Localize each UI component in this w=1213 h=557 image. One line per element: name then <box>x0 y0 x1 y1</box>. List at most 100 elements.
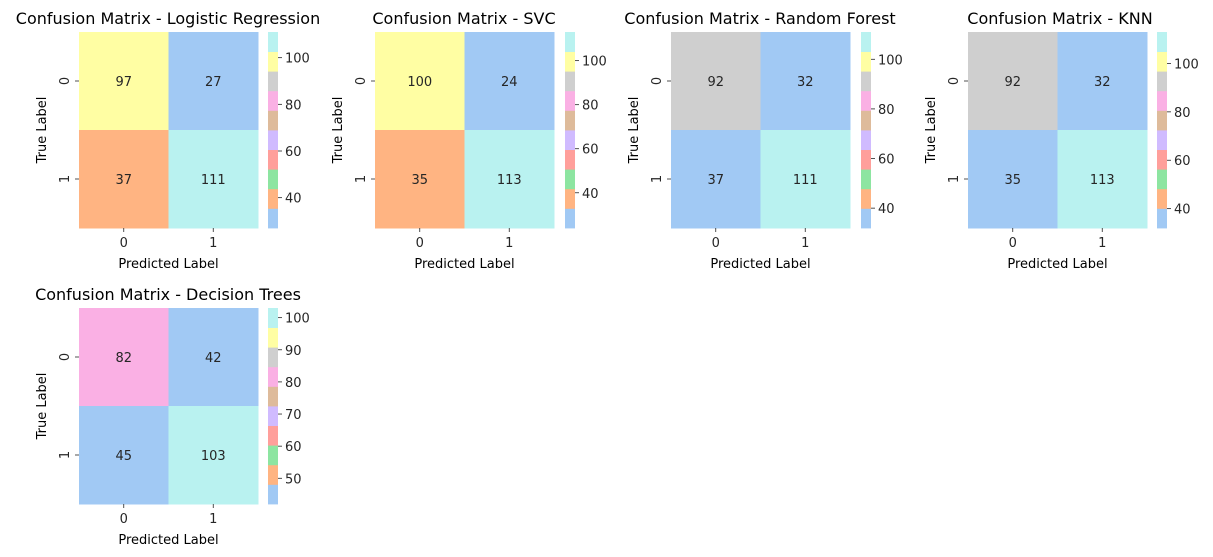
colorbar-segment <box>1157 90 1167 111</box>
colorbar-segment <box>268 110 278 131</box>
colorbar-segment <box>861 208 871 229</box>
cell-value-label: 103 <box>201 449 226 464</box>
y-axis-label: True Label <box>331 97 346 165</box>
colorbar-segment <box>1157 149 1167 170</box>
colorbar-segment <box>268 347 278 368</box>
colorbar-tick-label: 100 <box>878 53 903 68</box>
heatmap-cell <box>168 32 259 131</box>
heatmap-cell <box>1057 32 1148 131</box>
cell-value-label: 32 <box>1094 75 1111 90</box>
colorbar-segment <box>565 90 575 111</box>
y-axis-label: True Label <box>627 97 642 165</box>
colorbar-segment <box>268 208 278 229</box>
x-axis-label: Predicted Label <box>118 533 218 548</box>
colorbar-segment <box>565 169 575 190</box>
colorbar-tick-label: 40 <box>878 202 895 217</box>
y-axis-label: True Label <box>35 373 50 441</box>
colorbar-segment <box>565 208 575 229</box>
x-tick-label: 0 <box>416 236 424 251</box>
x-axis-label: Predicted Label <box>710 257 810 272</box>
chart-title: Confusion Matrix - Decision Trees <box>35 285 301 304</box>
heatmap-cell <box>968 130 1058 229</box>
colorbar-segment <box>1157 130 1167 150</box>
heatmap-cell <box>1057 130 1148 229</box>
colorbar-segment <box>565 51 575 72</box>
chart-title: Confusion Matrix - KNN <box>967 9 1152 28</box>
y-tick-label: 0 <box>354 77 369 85</box>
heatmap-panel-3: Confusion Matrix - KNN 92 32 35 113 0 1 0 1 Predi… <box>924 9 1199 272</box>
colorbar: 40 60 80 100 <box>268 32 310 229</box>
colorbar-tick-label: 40 <box>285 192 302 207</box>
colorbar-tick-label: 80 <box>1174 106 1191 121</box>
colorbar-segment <box>268 149 278 170</box>
heatmap-cell <box>79 32 169 131</box>
heatmap-cell <box>464 32 555 131</box>
colorbar-tick-label: 100 <box>285 312 310 327</box>
x-tick-label: 0 <box>120 236 128 251</box>
y-axis-label: True Label <box>924 97 939 165</box>
colorbar-segment <box>861 110 871 131</box>
colorbar-segment <box>268 71 278 92</box>
colorbar-tick-label: 70 <box>285 408 302 423</box>
y-tick-label: 0 <box>58 77 73 85</box>
colorbar-tick-label: 60 <box>285 145 302 160</box>
colorbar-segment <box>861 149 871 170</box>
heatmap-panel-4: Confusion Matrix - Decision Trees 82 42 45 1… <box>35 285 310 548</box>
cell-value-label: 37 <box>115 173 132 188</box>
colorbar-segment <box>268 366 278 387</box>
heatmap-cell <box>79 406 169 505</box>
colorbar-segment <box>861 32 871 52</box>
cell-value-label: 113 <box>497 173 522 188</box>
colorbar-tick-label: 40 <box>1174 203 1191 218</box>
colorbar-tick-label: 100 <box>1174 57 1199 72</box>
colorbar-tick-label: 40 <box>582 187 599 202</box>
colorbar-segment <box>861 188 871 209</box>
colorbar-segment <box>268 386 278 407</box>
cell-value-label: 82 <box>115 351 132 366</box>
x-tick-label: 1 <box>1098 236 1106 251</box>
colorbar-segment <box>268 464 278 485</box>
heatmap-cell <box>464 130 555 229</box>
colorbar-segment <box>1157 51 1167 72</box>
colorbar-tick-label: 60 <box>878 153 895 168</box>
x-tick-label: 0 <box>712 236 720 251</box>
cell-value-label: 113 <box>1090 173 1115 188</box>
cell-value-label: 42 <box>205 351 222 366</box>
colorbar-segment <box>861 71 871 92</box>
y-axis-label: True Label <box>35 97 50 165</box>
heatmap-cell <box>760 130 851 229</box>
colorbar-segment <box>268 327 278 348</box>
x-tick-label: 0 <box>120 512 128 527</box>
heatmap-cell <box>79 308 169 407</box>
y-tick-label: 1 <box>650 175 665 183</box>
colorbar: 50 60 70 80 90 100 <box>268 308 310 505</box>
x-axis-label: Predicted Label <box>414 257 514 272</box>
colorbar-segment <box>565 32 575 52</box>
colorbar-tick-label: 60 <box>1174 154 1191 169</box>
cell-value-label: 35 <box>1004 173 1021 188</box>
colorbar-segment <box>268 308 278 328</box>
y-tick-label: 1 <box>354 175 369 183</box>
x-tick-label: 1 <box>209 512 217 527</box>
heatmap-panel-1: Confusion Matrix - SVC 100 24 35 113 0 1 0 1 Pred… <box>331 9 607 272</box>
colorbar-segment <box>565 149 575 170</box>
heatmap-cell <box>760 32 851 131</box>
colorbar-segment <box>268 32 278 52</box>
cell-value-label: 92 <box>1004 75 1021 90</box>
colorbar: 40 60 80 100 <box>861 32 903 229</box>
colorbar-tick-label: 80 <box>878 103 895 118</box>
x-axis-label: Predicted Label <box>1007 257 1107 272</box>
colorbar-segment <box>1157 71 1167 92</box>
colorbar-tick-label: 60 <box>582 143 599 158</box>
colorbar-segment <box>861 130 871 150</box>
cell-value-label: 97 <box>115 75 132 90</box>
cell-value-label: 24 <box>501 75 518 90</box>
colorbar-tick-label: 80 <box>285 98 302 113</box>
colorbar-tick-label: 100 <box>285 52 310 67</box>
colorbar-segment <box>268 169 278 190</box>
y-tick-label: 1 <box>947 175 962 183</box>
colorbar-segment <box>268 406 278 426</box>
colorbar: 40 60 80 100 <box>565 32 607 229</box>
colorbar-segment <box>861 51 871 72</box>
